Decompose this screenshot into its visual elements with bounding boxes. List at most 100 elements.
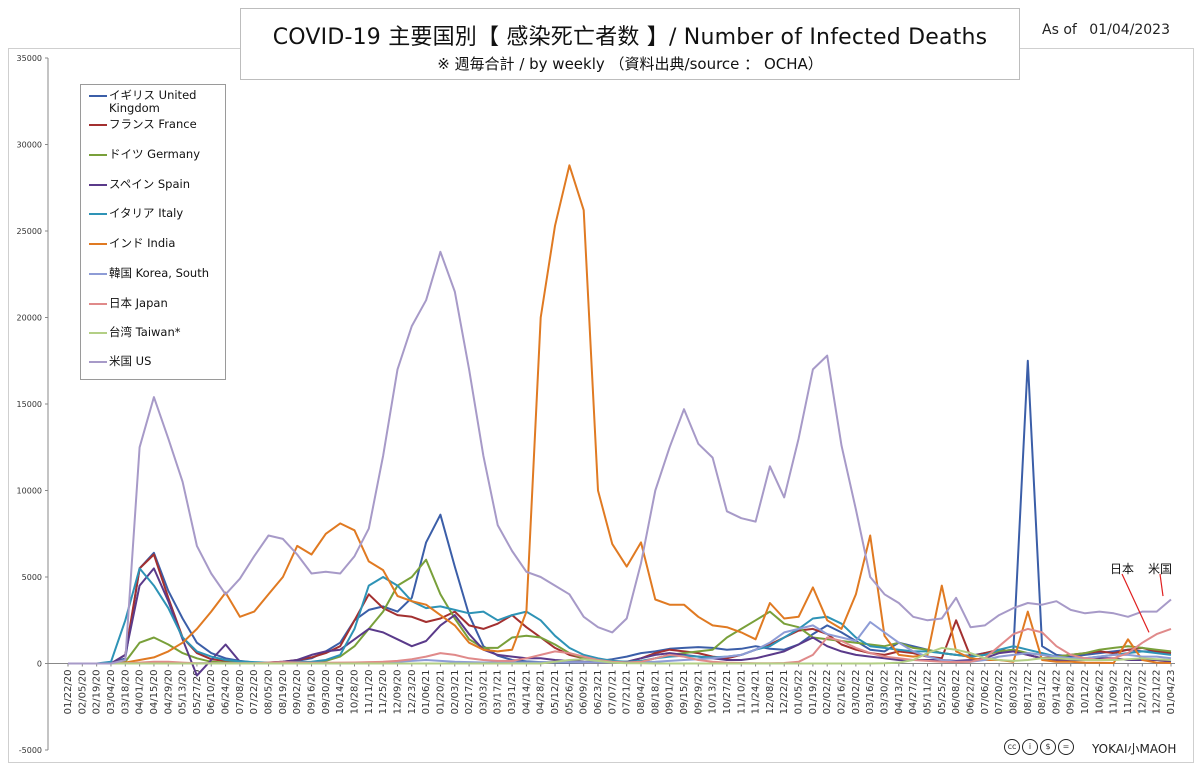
chart-lines bbox=[68, 164, 1172, 677]
x-tick-label: 07/21/21 bbox=[622, 670, 633, 715]
x-tick-label: 08/17/22 bbox=[1023, 670, 1034, 715]
legend-label: 米国 US bbox=[109, 354, 152, 368]
legend-item-korea: 韓国 Korea, South bbox=[89, 267, 221, 280]
x-tick-label: 09/30/20 bbox=[321, 670, 332, 715]
nd-icon: = bbox=[1058, 739, 1074, 755]
legend-item-spain: スペイン Spain bbox=[89, 178, 221, 191]
x-tick-label: 03/03/21 bbox=[478, 670, 489, 715]
x-tick-label: 01/04/23 bbox=[1166, 670, 1177, 715]
legend-label: インド India bbox=[109, 236, 176, 250]
us-annotation: 米国 bbox=[1148, 562, 1173, 576]
chart-subtitle: ※ 週毎合計 / by weekly （資料出典/source ： OCHA） bbox=[437, 55, 823, 73]
creative-commons-logo: cc i $ = bbox=[1004, 738, 1076, 755]
as-of-value: 01/04/2023 bbox=[1089, 22, 1170, 38]
x-tick-label: 02/16/22 bbox=[837, 670, 848, 715]
y-tick-label: 15000 bbox=[17, 400, 42, 409]
x-tick-label: 11/23/22 bbox=[1123, 670, 1134, 715]
x-tick-label: 03/18/20 bbox=[120, 670, 131, 715]
legend-label: イギリス United Kingdom bbox=[109, 88, 197, 115]
as-of-date: As of 01/04/2023 bbox=[1034, 22, 1170, 38]
y-tick-label: 25000 bbox=[17, 227, 42, 236]
y-tick-label: 5000 bbox=[22, 573, 42, 582]
x-tick-label: 03/16/22 bbox=[865, 670, 876, 715]
x-tick-label: 07/20/22 bbox=[994, 670, 1005, 715]
x-tick-label: 01/06/21 bbox=[421, 670, 432, 715]
x-tick-label: 09/28/22 bbox=[1066, 670, 1077, 715]
legend-item-uk: イギリス United Kingdom bbox=[89, 89, 221, 115]
x-tick-label: 12/09/20 bbox=[392, 670, 403, 715]
legend-label: 日本 Japan bbox=[109, 296, 168, 310]
chart-title-box: COVID-19 主要国別【 感染死亡者数 】/ Number of Infec… bbox=[240, 8, 1020, 80]
x-tick-label: 10/26/22 bbox=[1094, 670, 1105, 715]
x-tick-label: 01/20/21 bbox=[435, 670, 446, 715]
x-tick-label: 09/15/21 bbox=[679, 670, 690, 715]
x-tick-label: 07/08/20 bbox=[235, 670, 246, 715]
x-tick-label: 03/02/22 bbox=[851, 670, 862, 715]
x-tick-label: 11/10/21 bbox=[736, 670, 747, 715]
series-line-india bbox=[68, 164, 1172, 665]
y-tick-label: -5000 bbox=[19, 746, 42, 755]
x-tick-label: 01/22/20 bbox=[63, 670, 74, 715]
x-tick-label: 09/14/22 bbox=[1051, 670, 1062, 715]
legend-swatch bbox=[89, 273, 107, 275]
x-tick-label: 12/07/22 bbox=[1137, 670, 1148, 715]
x-tick-label: 09/29/21 bbox=[693, 670, 704, 715]
x-tick-label: 08/05/20 bbox=[264, 670, 275, 715]
x-tick-label: 04/01/20 bbox=[135, 670, 146, 715]
annotation-arrows bbox=[1121, 573, 1164, 633]
legend-swatch bbox=[89, 213, 107, 215]
x-tick-label: 10/13/21 bbox=[708, 670, 719, 715]
legend-label: 韓国 Korea, South bbox=[109, 266, 209, 280]
series-line-taiwan bbox=[68, 646, 1172, 665]
x-tick-label: 11/24/21 bbox=[751, 670, 762, 715]
legend-swatch bbox=[89, 95, 107, 97]
series-line-italy bbox=[68, 567, 1172, 665]
x-tick-label: 09/16/20 bbox=[307, 670, 318, 715]
series-line-uk bbox=[68, 359, 1172, 665]
x-tick-label: 03/30/22 bbox=[880, 670, 891, 715]
x-tick-label: 08/03/22 bbox=[1008, 670, 1019, 715]
legend-swatch bbox=[89, 124, 107, 126]
x-tick-label: 11/11/20 bbox=[364, 670, 375, 715]
x-tick-label: 12/21/22 bbox=[1152, 670, 1163, 715]
x-tick-label: 06/10/20 bbox=[206, 670, 217, 715]
x-tick-label: 09/01/21 bbox=[665, 670, 676, 715]
x-tick-label: 09/02/20 bbox=[292, 670, 303, 715]
x-tick-label: 08/19/20 bbox=[278, 670, 289, 715]
x-tick-label: 06/23/21 bbox=[593, 670, 604, 715]
legend-swatch bbox=[89, 361, 107, 363]
chart-legend: イギリス United Kingdom フランス France ドイツ German… bbox=[80, 84, 226, 380]
x-tick-label: 03/04/20 bbox=[106, 670, 117, 715]
japan-arrow bbox=[1121, 573, 1150, 633]
chart-ticks: -5000 0 5000 10000 15000 20000 25000 30000 35000… bbox=[17, 54, 1177, 755]
x-tick-label: 06/09/21 bbox=[579, 670, 590, 715]
x-tick-label: 06/22/22 bbox=[965, 670, 976, 715]
x-tick-label: 05/25/22 bbox=[937, 670, 948, 715]
x-tick-label: 02/05/20 bbox=[77, 670, 88, 715]
x-tick-label: 08/31/22 bbox=[1037, 670, 1048, 715]
x-tick-label: 02/19/20 bbox=[92, 670, 103, 715]
x-tick-label: 10/14/20 bbox=[335, 670, 346, 715]
legend-swatch bbox=[89, 154, 107, 156]
x-tick-label: 05/13/20 bbox=[178, 670, 189, 715]
x-tick-label: 04/28/21 bbox=[536, 670, 547, 715]
x-tick-label: 05/12/21 bbox=[550, 670, 561, 715]
legend-label: フランス France bbox=[109, 117, 197, 131]
y-tick-label: 35000 bbox=[17, 54, 42, 63]
x-tick-label: 10/12/22 bbox=[1080, 670, 1091, 715]
x-tick-label: 12/08/21 bbox=[765, 670, 776, 715]
x-tick-label: 05/26/21 bbox=[564, 670, 575, 715]
legend-item-italy: イタリア Italy bbox=[89, 207, 221, 220]
chart-title: COVID-19 主要国別【 感染死亡者数 】/ Number of Infec… bbox=[272, 25, 988, 50]
x-tick-label: 11/09/22 bbox=[1109, 670, 1120, 715]
x-tick-label: 11/25/20 bbox=[378, 670, 389, 715]
x-tick-label: 01/19/22 bbox=[808, 670, 819, 715]
legend-swatch bbox=[89, 332, 107, 334]
legend-label: 台湾 Taiwan* bbox=[109, 325, 181, 339]
legend-label: スペイン Spain bbox=[109, 177, 190, 191]
legend-swatch bbox=[89, 243, 107, 245]
x-tick-label: 08/18/21 bbox=[650, 670, 661, 715]
legend-swatch bbox=[89, 184, 107, 186]
legend-item-taiwan: 台湾 Taiwan* bbox=[89, 326, 221, 339]
x-tick-label: 06/24/20 bbox=[221, 670, 232, 715]
